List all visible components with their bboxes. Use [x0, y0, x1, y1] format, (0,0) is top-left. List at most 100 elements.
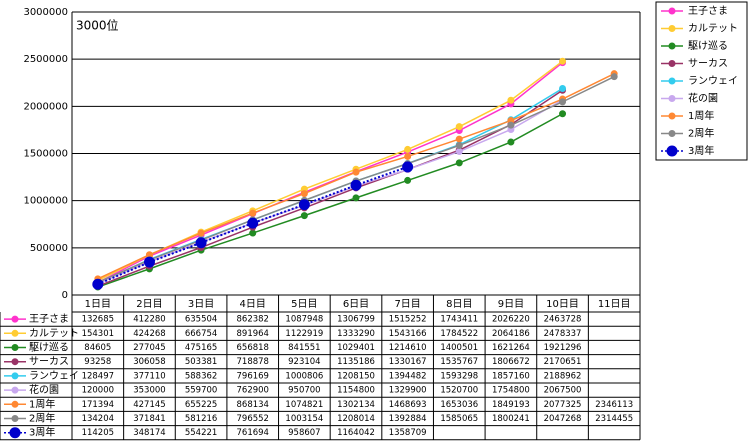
data-point: [559, 110, 567, 118]
table-value: 2047268: [544, 414, 582, 424]
data-point: [352, 168, 360, 176]
data-point: [559, 85, 567, 93]
data-point: [559, 98, 567, 106]
data-point: [455, 148, 463, 156]
x-tick-label: 11日目: [598, 299, 631, 310]
table-value: 2188962: [544, 371, 582, 381]
legend-marker: [668, 130, 676, 137]
y-tick-label: 1500000: [23, 149, 68, 160]
data-point: [507, 121, 515, 129]
table-value: 132685: [82, 315, 114, 325]
table-value: 559700: [185, 386, 217, 396]
table-value: 1806672: [492, 357, 530, 367]
table-value: 1800241: [492, 414, 530, 424]
data-point: [298, 199, 310, 211]
table-value: 554221: [185, 428, 217, 438]
table-value: 923104: [288, 357, 320, 367]
table-legend-marker: [11, 386, 19, 394]
table-value: 1849193: [492, 400, 530, 410]
table-value: 1208014: [337, 414, 375, 424]
table-value: 1087948: [285, 315, 323, 325]
data-point: [92, 278, 104, 290]
table-value: 1593298: [440, 371, 478, 381]
legend-marker: [668, 60, 676, 67]
table-value: 306058: [133, 357, 165, 367]
legend-marker: [666, 145, 678, 157]
table-value: 1000806: [285, 371, 323, 381]
x-tick-label: 6日目: [343, 299, 369, 310]
table-value: 2314455: [595, 414, 633, 424]
table-value: 1857160: [492, 371, 530, 381]
table-value: 1164042: [337, 428, 375, 438]
x-tick-label: 9日目: [498, 299, 524, 310]
table-value: 2463728: [544, 315, 582, 325]
table-value: 796552: [237, 414, 269, 424]
table-value: 1394482: [389, 371, 427, 381]
legend-label: ランウェイ: [688, 75, 738, 87]
table-value: 1468693: [389, 400, 427, 410]
data-point: [249, 209, 257, 217]
table-legend-marker: [9, 427, 21, 439]
x-tick-label: 10日目: [546, 299, 579, 310]
y-tick-label: 2500000: [23, 54, 68, 65]
legend-label: サーカス: [688, 58, 728, 70]
table-value: 1333290: [337, 329, 375, 339]
series-line: [97, 113, 563, 288]
table-value: 581216: [185, 414, 217, 424]
data-point: [143, 256, 155, 268]
table-series-name: 3周年: [29, 426, 55, 439]
table-value: 1214610: [389, 343, 427, 353]
data-point: [247, 217, 259, 229]
data-point: [195, 237, 207, 249]
table-value: 1154800: [337, 386, 375, 396]
table-value: 114205: [82, 428, 114, 438]
table-value: 424268: [133, 329, 165, 339]
table-value: 1122919: [285, 329, 323, 339]
x-tick-label: 3日目: [188, 299, 214, 310]
legend-marker: [668, 77, 676, 85]
table-value: 1743411: [440, 315, 478, 325]
data-point: [197, 229, 205, 237]
x-tick-label: 1日目: [85, 299, 111, 310]
data-point: [300, 190, 308, 198]
legend-marker: [668, 95, 676, 102]
data-point: [404, 176, 412, 184]
table-value: 1520700: [440, 386, 478, 396]
table-value: 2026220: [492, 315, 530, 325]
chart-title: 3000位: [76, 18, 119, 33]
table-value: 841551: [288, 343, 320, 353]
data-point: [559, 57, 567, 65]
legend-marker: [668, 42, 676, 50]
table-series-name: 駆け巡る: [29, 342, 69, 354]
data-point: [404, 145, 412, 153]
table-value: 1921296: [544, 343, 582, 353]
table-value: 412280: [133, 315, 165, 325]
data-point: [352, 194, 360, 202]
table-value: 1329900: [389, 386, 427, 396]
legend-label: 1周年: [688, 109, 714, 122]
table-value: 1621264: [492, 343, 530, 353]
legend-marker: [668, 25, 676, 32]
table-value: 635504: [185, 315, 217, 325]
data-point: [300, 212, 308, 220]
table-value: 762900: [237, 386, 269, 396]
table-value: 1306799: [337, 315, 375, 325]
y-tick-label: 3000000: [23, 7, 68, 18]
table-value: 2170651: [544, 357, 582, 367]
table-value: 2064186: [492, 329, 530, 339]
table-value: 1754800: [492, 386, 530, 396]
legend-label: 3周年: [688, 144, 714, 157]
table-legend-marker: [11, 415, 19, 422]
table-value: 1135186: [337, 357, 375, 367]
legend-label: 花の園: [688, 92, 718, 105]
table-value: 1784522: [440, 329, 478, 339]
y-tick-label: 500000: [30, 243, 68, 254]
table-legend-marker: [11, 358, 19, 366]
table-series-name: 王子さま: [29, 313, 69, 325]
data-point: [455, 123, 463, 131]
data-point: [507, 138, 515, 146]
table-value: 348174: [133, 428, 165, 438]
x-tick-label: 5日目: [291, 299, 317, 310]
table-value: 656818: [237, 343, 269, 353]
